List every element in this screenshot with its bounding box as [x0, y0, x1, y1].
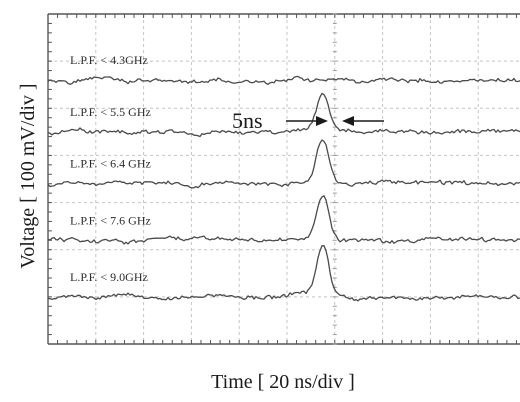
- trace-line-1: [47, 75, 520, 85]
- annotation-arrow-left-head: [316, 116, 328, 126]
- trace-line-3: [47, 139, 520, 189]
- grid: [47, 13, 520, 345]
- trace-label-4: L.P.F. < 7.6 GHz: [70, 213, 151, 227]
- trace-label-1: L.P.F. < 4.3GHz: [70, 53, 148, 67]
- trace-label-5: L.P.F. < 9.0GHz: [70, 270, 148, 284]
- traces: [47, 75, 520, 302]
- trace-line-5: [47, 245, 520, 302]
- trace-labels: L.P.F. < 4.3GHz L.P.F. < 5.5 GHz L.P.F. < …: [70, 53, 151, 284]
- pulse-width-annotation: 5ns: [232, 108, 384, 133]
- annotation-text: 5ns: [232, 108, 263, 133]
- axis-ticks: [47, 13, 517, 345]
- y-axis-title: Voltage [ 100 mV/div ]: [17, 83, 39, 268]
- trace-label-2: L.P.F. < 5.5 GHz: [70, 105, 151, 119]
- annotation-arrow-right-head: [342, 116, 354, 126]
- x-axis-title: Time [ 20 ns/div ]: [211, 371, 355, 393]
- trace-label-3: L.P.F. < 6.4 GHz: [70, 157, 151, 171]
- trace-line-2: [47, 92, 520, 138]
- trace-line-4: [47, 195, 520, 245]
